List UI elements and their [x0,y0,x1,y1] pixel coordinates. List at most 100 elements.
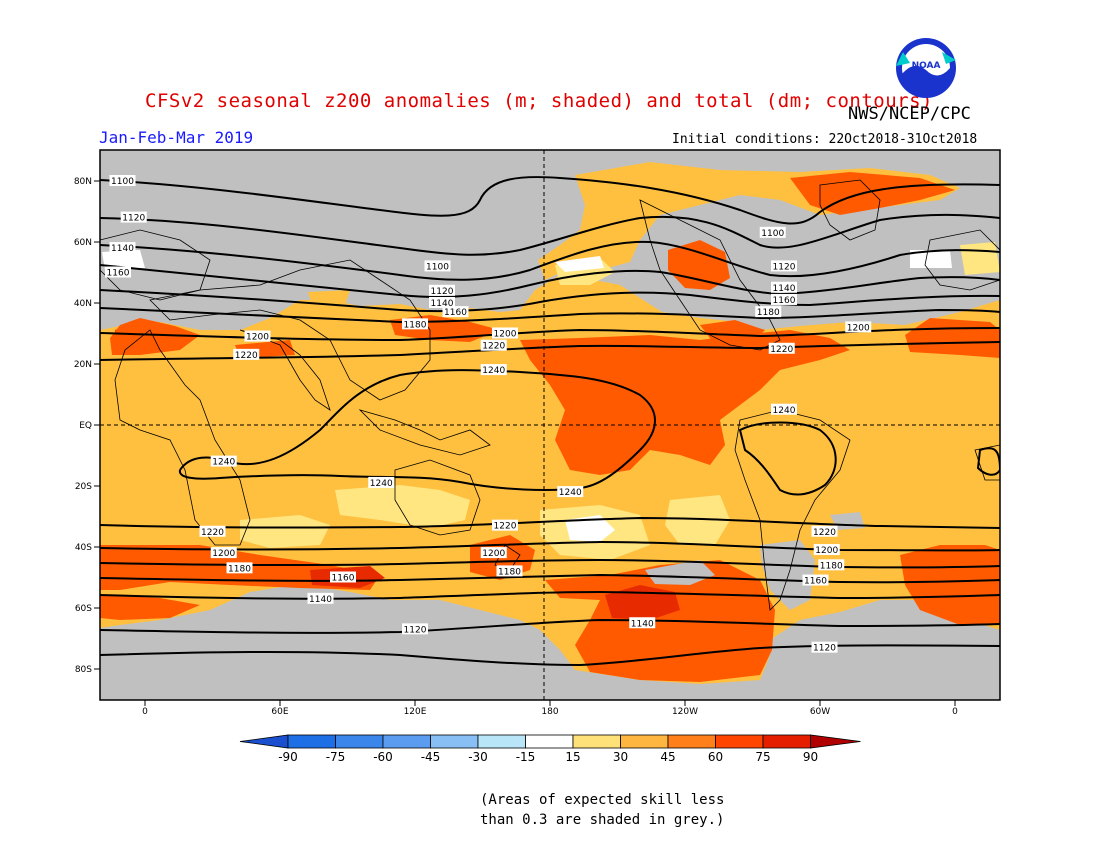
contour-label-text: 1160 [444,308,467,318]
contour-label: 1200 [492,327,518,340]
contour-label: 1240 [210,455,237,468]
contour-label-text: 1140 [631,619,654,629]
grey-region-south [100,584,1000,700]
lon-tick-label: 0 [952,707,958,717]
colorbar-segment [477,734,526,749]
colorbar-segment [525,734,574,749]
height-contours [100,176,1000,667]
contour-label-text: 1120 [773,262,796,272]
skill-note-line2: than 0.3 are shaded in grey.) [480,812,725,828]
contour-label-text: 1200 [482,549,505,559]
colorbar-label: 15 [565,750,580,764]
lon-tick-label: 120W [672,707,698,717]
anomaly-patch-mediterranean [308,290,350,305]
longitude-axis: 0 60E 120E 180 120W 60W 0 [142,700,958,717]
lon-tick-label: 120E [404,707,427,717]
contour-label: 1140 [629,617,656,629]
map-title: CFSv2 seasonal z200 anomalies (m; shaded… [145,90,933,112]
colorbar-segment [430,734,479,749]
contour-label: 1220 [233,348,260,361]
lat-tick-label: EQ [79,421,92,431]
contour-label-text: 1180 [498,567,521,577]
contour-label: 1200 [845,321,872,333]
contour-label: 1160 [802,574,829,587]
anomaly-patch-greenland-white [910,250,952,268]
contour-label: 1240 [480,364,507,376]
contour-label: 1100 [109,175,136,187]
contour-label-text: 1220 [494,522,517,532]
contour-label-text: 1240 [212,458,235,468]
lat-tick-label: 40S [75,543,92,553]
contour-label: 1120 [771,260,797,272]
contour-label: 1220 [811,525,838,538]
contour-label-text: 1100 [111,177,134,187]
contour-label-text: 1140 [111,244,134,254]
colorbar-label: 90 [803,750,818,764]
contour-label-text: 1160 [107,269,130,279]
contour-label: 1180 [496,565,523,577]
lon-tick-label: 60E [271,707,288,717]
contour-label: 1180 [818,559,845,571]
noaa-logo-text: NOAA [912,61,941,71]
initial-conditions-label: Initial conditions: 22Oct2018-31Oct2018 [672,132,978,147]
colorbar-label: 30 [613,750,628,764]
colorbar-segment [335,734,384,749]
skill-note-line1: (Areas of expected skill less [480,792,725,808]
colorbar-label: -30 [468,750,488,764]
contour-label: 1240 [557,486,584,498]
contour-label-text: 1240 [370,479,393,489]
contour-label-text: 1140 [431,299,454,309]
colorbar-segment [667,734,716,749]
anomaly-patch-south-pacific-grey [645,560,715,585]
lat-tick-label: 20N [74,360,92,370]
contour-label-text: 1240 [559,488,582,498]
colorbar-label: -90 [278,750,298,764]
contour-label: 1120 [120,211,147,224]
colorbar-label: 45 [660,750,675,764]
contour-label-text: 1120 [122,214,145,224]
contour-label: 1160 [442,306,469,318]
colorbar-label: -15 [516,750,536,764]
contour-label-text: 1220 [813,528,836,538]
contour-label: 1200 [244,330,271,343]
colorbar: -90 -75 -60 -45 -30 -15 15 30 45 60 75 90 [239,734,861,764]
anomaly-patch-greenland [960,242,1000,275]
colorbar-label: 75 [755,750,770,764]
contour-label-text: 1200 [246,333,269,343]
contour-label: 1100 [759,226,786,239]
lat-tick-label: 80N [74,177,92,187]
anomaly-patch-pacific-white [555,256,604,272]
contour-label: 1200 [210,547,237,559]
contour-label-text: 1160 [804,577,827,587]
anomaly-patch-chile-grey [760,540,815,610]
contour-label: 1180 [755,306,782,318]
lat-tick-label: 80S [75,665,92,675]
contour-label-text: 1140 [309,595,332,605]
latitude-axis: 80N 60N 40N 20N EQ 20S 40S 60S 80S [74,177,100,675]
contour-label: 1220 [199,525,226,538]
contour-labels: 1100112011401160110011201140116011801200… [105,175,872,654]
contour-label-text: 1100 [426,262,449,272]
contour-label-text: 1240 [773,406,796,416]
organization-label: NWS/NCEP/CPC [848,104,971,124]
lon-tick-label: 180 [541,707,558,717]
season-label: Jan-Feb-Mar 2019 [99,128,254,147]
contour-label-text: 1120 [404,625,427,635]
contour-label: 1160 [771,293,797,306]
contour-label: 1220 [480,339,507,352]
lat-tick-label: 40N [74,299,92,309]
contour-label: 1180 [402,318,428,330]
map-panel: 1100112011401160110011201140116011801200… [100,150,1000,700]
anomaly-patch-southwest-indian [100,595,200,620]
contour-label-text: 1120 [431,287,454,297]
contour-label-text: 1180 [404,320,427,330]
anomaly-patch-australia-light [335,485,470,528]
contour-label: 1100 [424,260,451,272]
contour-label: 1140 [307,592,334,605]
contour-label: 1160 [105,266,131,279]
lat-tick-label: 20S [75,482,92,492]
contour-label-text: 1180 [757,308,780,318]
lon-tick-label: 60W [810,707,830,717]
anomaly-patch-indian-light [240,515,330,548]
